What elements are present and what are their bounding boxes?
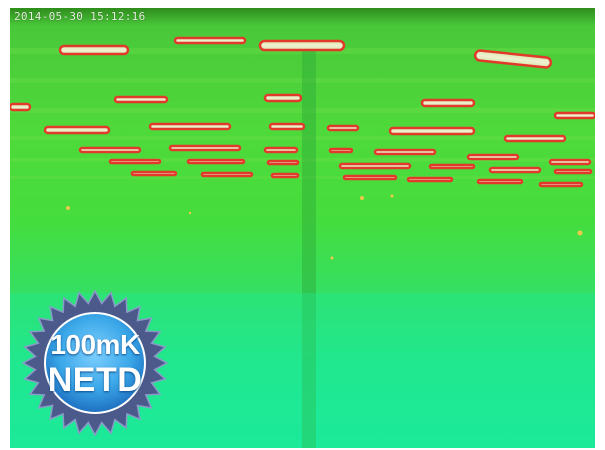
badge-value-text: 100mK <box>50 329 140 360</box>
ceiling-lights <box>10 36 595 188</box>
badge-label-text: NETD <box>47 361 143 399</box>
support-column <box>302 48 316 448</box>
timestamp-overlay: 2014-05-30 15:12:16 <box>14 10 146 23</box>
warm-specks <box>66 194 583 260</box>
netd-badge: 100mK NETD <box>22 290 168 436</box>
starburst-seal-icon <box>22 290 168 436</box>
